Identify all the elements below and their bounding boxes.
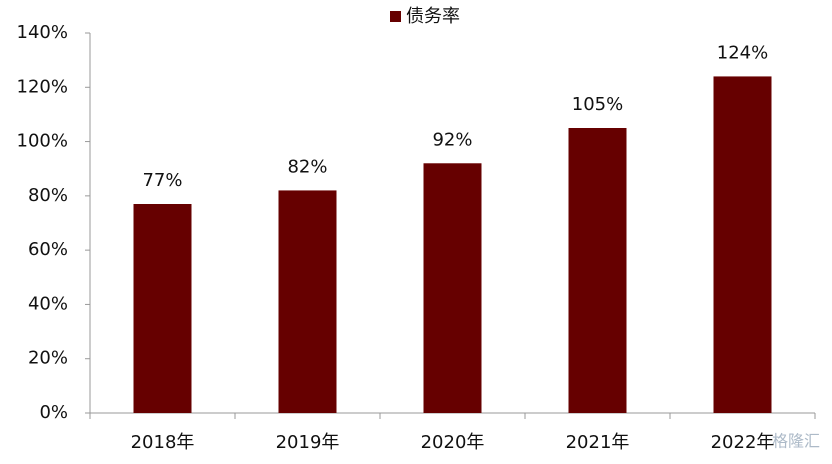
y-tick-label: 100% bbox=[17, 131, 68, 152]
value-label: 77% bbox=[142, 170, 182, 191]
x-tick-label: 2022年 bbox=[711, 432, 775, 453]
bar bbox=[133, 204, 192, 413]
legend-label: 债务率 bbox=[406, 6, 460, 27]
y-tick-label: 0% bbox=[39, 402, 68, 423]
y-tick-label: 80% bbox=[28, 185, 68, 206]
watermark: 格隆汇 bbox=[772, 432, 820, 451]
y-tick-label: 20% bbox=[28, 348, 68, 369]
value-label: 105% bbox=[572, 94, 623, 115]
bar bbox=[568, 128, 627, 413]
x-tick-label: 2018年 bbox=[131, 432, 195, 453]
bar bbox=[278, 190, 337, 413]
legend-swatch bbox=[390, 11, 401, 22]
value-label: 124% bbox=[717, 42, 768, 63]
bar bbox=[423, 163, 482, 413]
bar bbox=[713, 76, 772, 413]
y-tick-label: 40% bbox=[28, 293, 68, 314]
x-tick-label: 2020年 bbox=[421, 432, 485, 453]
y-tick-label: 140% bbox=[17, 22, 68, 43]
value-label: 82% bbox=[287, 156, 327, 177]
y-tick-label: 120% bbox=[17, 76, 68, 97]
value-label: 92% bbox=[432, 129, 472, 150]
x-tick-label: 2019年 bbox=[276, 432, 340, 453]
y-tick-label: 60% bbox=[28, 239, 68, 260]
x-tick-label: 2021年 bbox=[566, 432, 630, 453]
